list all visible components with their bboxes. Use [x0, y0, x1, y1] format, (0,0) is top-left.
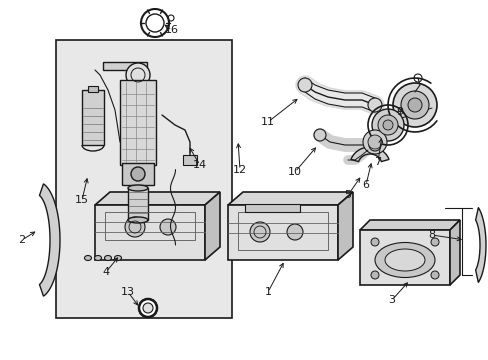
Circle shape [368, 139, 380, 151]
Circle shape [313, 129, 325, 141]
Polygon shape [204, 192, 220, 260]
Polygon shape [359, 230, 449, 285]
Ellipse shape [94, 256, 102, 261]
Circle shape [141, 9, 169, 37]
Ellipse shape [128, 217, 148, 223]
Circle shape [430, 271, 438, 279]
Circle shape [370, 238, 378, 246]
Circle shape [125, 217, 145, 237]
Circle shape [430, 238, 438, 246]
Text: 13: 13 [121, 287, 135, 297]
Ellipse shape [374, 243, 434, 278]
Bar [120, 80, 156, 165]
Text: 14: 14 [193, 160, 206, 170]
Text: 12: 12 [232, 165, 246, 175]
Text: 7: 7 [374, 157, 381, 167]
Circle shape [139, 299, 157, 317]
Circle shape [407, 98, 421, 112]
Circle shape [362, 130, 386, 154]
Polygon shape [227, 205, 337, 260]
Bar [128, 188, 148, 220]
Ellipse shape [84, 256, 91, 261]
Circle shape [367, 98, 381, 112]
Text: 5: 5 [344, 190, 351, 200]
Circle shape [392, 83, 436, 127]
Bar [238, 212, 327, 250]
Text: 9: 9 [396, 107, 403, 117]
Text: 10: 10 [287, 167, 302, 177]
Bar [103, 62, 147, 70]
Circle shape [286, 224, 303, 240]
Polygon shape [40, 184, 60, 296]
Polygon shape [475, 208, 485, 283]
Circle shape [382, 120, 392, 130]
Bar [244, 204, 299, 212]
Ellipse shape [104, 256, 111, 261]
Text: 3: 3 [387, 295, 395, 305]
Ellipse shape [384, 249, 424, 271]
Bar [82, 90, 104, 145]
Polygon shape [337, 192, 352, 260]
Bar [88, 86, 98, 92]
Ellipse shape [114, 256, 121, 261]
Text: 11: 11 [261, 117, 274, 127]
Bar [105, 212, 195, 240]
Text: 6: 6 [362, 180, 369, 190]
Ellipse shape [128, 185, 148, 191]
Bar [56, 40, 231, 318]
Text: 15: 15 [75, 195, 89, 205]
Polygon shape [449, 220, 459, 285]
Bar [122, 163, 154, 185]
Polygon shape [359, 220, 459, 230]
Polygon shape [227, 192, 352, 205]
Bar [183, 155, 197, 165]
Polygon shape [95, 205, 204, 260]
Text: 8: 8 [427, 230, 435, 240]
Circle shape [370, 271, 378, 279]
Text: 4: 4 [102, 267, 109, 277]
Circle shape [131, 167, 145, 181]
Circle shape [139, 299, 157, 317]
Circle shape [126, 63, 150, 87]
Polygon shape [95, 192, 220, 205]
Circle shape [371, 109, 403, 141]
Text: 16: 16 [164, 25, 179, 35]
Circle shape [400, 91, 428, 119]
Text: 1: 1 [264, 287, 271, 297]
Circle shape [377, 115, 397, 135]
Text: 2: 2 [19, 235, 25, 245]
Circle shape [249, 222, 269, 242]
Circle shape [297, 78, 311, 92]
Circle shape [142, 303, 153, 313]
Circle shape [367, 135, 381, 149]
Circle shape [160, 219, 176, 235]
Polygon shape [350, 147, 388, 162]
